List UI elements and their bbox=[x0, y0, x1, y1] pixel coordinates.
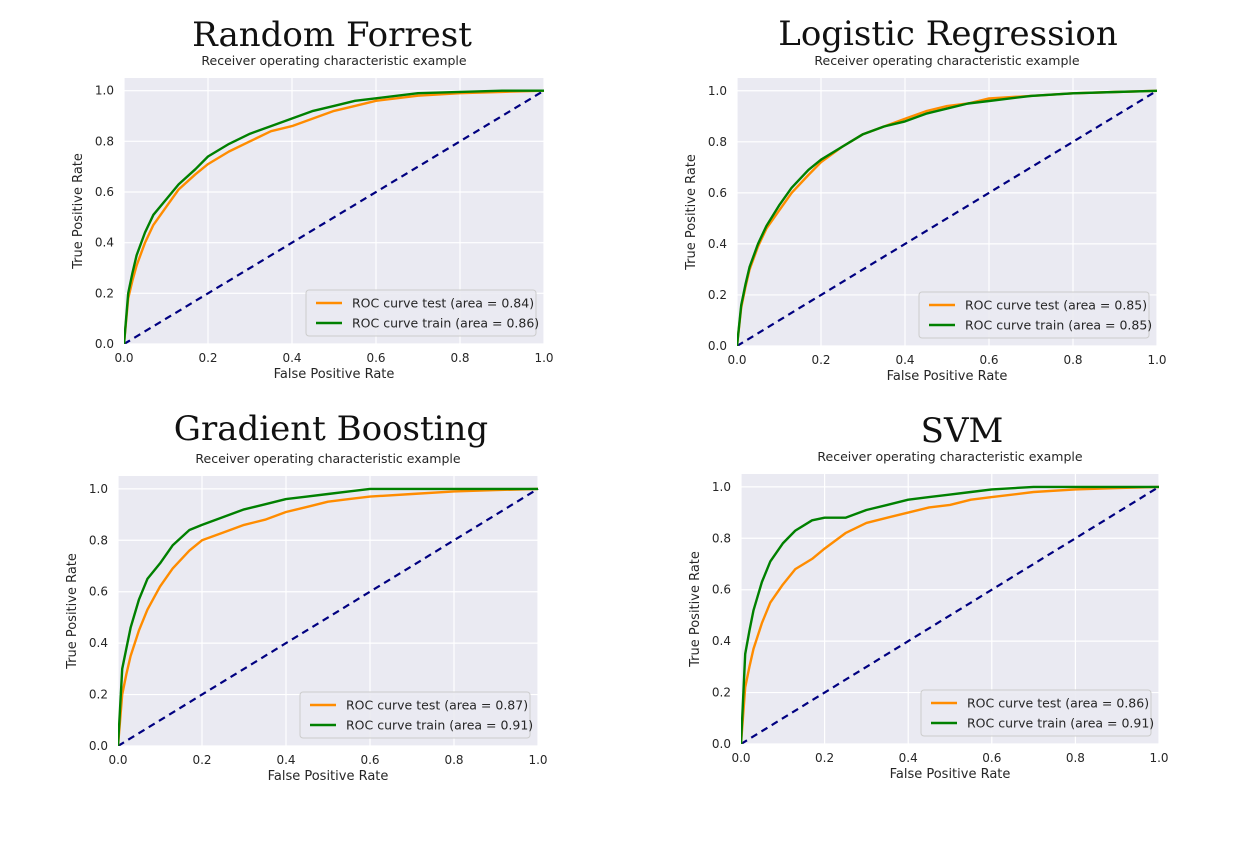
roc-curve-test bbox=[118, 487, 539, 746]
x-axis-label: False Positive Rate bbox=[887, 369, 1008, 384]
legend-entry: ROC curve test (area = 0.87) bbox=[346, 698, 528, 713]
y-tick-label: 0.8 bbox=[708, 135, 727, 149]
x-tick-label: 0.8 bbox=[450, 351, 469, 365]
chance-diagonal-line bbox=[124, 89, 545, 344]
legend-box bbox=[918, 291, 1150, 339]
roc-curve-train bbox=[124, 89, 544, 344]
y-axis-label: True Positive Rate bbox=[684, 154, 699, 271]
roc-curve-test bbox=[741, 485, 1160, 744]
legend-box bbox=[299, 691, 531, 739]
legend-entry: ROC curve test (area = 0.85) bbox=[965, 298, 1147, 313]
y-axis-label: True Positive Rate bbox=[65, 553, 80, 670]
panel-heading: SVM bbox=[920, 411, 1004, 451]
y-tick-label: 0.0 bbox=[712, 737, 731, 751]
x-axis-label: False Positive Rate bbox=[890, 767, 1011, 782]
y-tick-label: 0.2 bbox=[95, 286, 114, 300]
x-tick-label: 1.0 bbox=[1149, 751, 1168, 765]
x-tick-label: 0.2 bbox=[192, 753, 211, 767]
y-tick-label: 0.8 bbox=[89, 533, 108, 547]
legend-box bbox=[920, 689, 1152, 737]
roc-curve-train bbox=[737, 89, 1158, 346]
legend-entry: ROC curve train (area = 0.85) bbox=[965, 318, 1152, 333]
x-tick-label: 0.0 bbox=[731, 751, 750, 765]
x-tick-label: 0.8 bbox=[1066, 751, 1085, 765]
roc-curve-train bbox=[118, 487, 538, 746]
x-tick-label: 1.0 bbox=[1147, 353, 1166, 367]
roc-curve-train bbox=[741, 485, 1159, 744]
x-axis-label: False Positive Rate bbox=[274, 367, 395, 382]
legend-entry: ROC curve train (area = 0.91) bbox=[967, 716, 1154, 731]
y-tick-label: 0.0 bbox=[708, 339, 727, 353]
x-tick-label: 0.4 bbox=[276, 753, 295, 767]
y-tick-label: 0.4 bbox=[95, 236, 114, 250]
chart-title: Receiver operating characteristic exampl… bbox=[195, 451, 461, 466]
y-tick-label: 0.4 bbox=[708, 237, 727, 251]
x-tick-label: 0.0 bbox=[108, 753, 127, 767]
chart-title: Receiver operating characteristic exampl… bbox=[814, 53, 1080, 68]
x-tick-label: 1.0 bbox=[528, 753, 547, 767]
y-tick-label: 0.6 bbox=[89, 585, 108, 599]
y-tick-label: 0.0 bbox=[95, 337, 114, 351]
y-tick-label: 1.0 bbox=[95, 84, 114, 98]
x-tick-label: 0.0 bbox=[727, 353, 746, 367]
legend-entry: ROC curve test (area = 0.84) bbox=[352, 296, 534, 311]
y-tick-label: 0.2 bbox=[89, 688, 108, 702]
x-tick-label: 0.6 bbox=[360, 753, 379, 767]
x-tick-label: 1.0 bbox=[534, 351, 553, 365]
chance-diagonal-line bbox=[741, 485, 1160, 744]
y-tick-label: 0.6 bbox=[708, 186, 727, 200]
y-tick-label: 0.2 bbox=[708, 288, 727, 302]
panel-heading: Random Forrest bbox=[192, 15, 472, 55]
y-tick-label: 0.8 bbox=[95, 134, 114, 148]
y-tick-label: 0.4 bbox=[712, 634, 731, 648]
x-tick-label: 0.6 bbox=[366, 351, 385, 365]
chart-title: Receiver operating characteristic exampl… bbox=[817, 449, 1083, 464]
x-tick-label: 0.4 bbox=[899, 751, 918, 765]
x-tick-label: 0.6 bbox=[979, 353, 998, 367]
x-tick-label: 0.0 bbox=[114, 351, 133, 365]
y-tick-label: 0.8 bbox=[712, 531, 731, 545]
x-tick-label: 0.8 bbox=[1063, 353, 1082, 367]
y-tick-label: 1.0 bbox=[712, 480, 731, 494]
y-tick-label: 0.0 bbox=[89, 739, 108, 753]
x-tick-label: 0.2 bbox=[198, 351, 217, 365]
panel-heading: Logistic Regression bbox=[778, 14, 1118, 54]
x-tick-label: 0.4 bbox=[282, 351, 301, 365]
chance-diagonal-line bbox=[118, 487, 539, 746]
x-tick-label: 0.6 bbox=[982, 751, 1001, 765]
roc-curve-test bbox=[124, 89, 545, 344]
y-tick-label: 0.2 bbox=[712, 686, 731, 700]
y-axis-label: True Positive Rate bbox=[688, 551, 703, 668]
y-axis-label: True Positive Rate bbox=[71, 153, 86, 270]
legend-entry: ROC curve train (area = 0.91) bbox=[346, 718, 533, 733]
legend-entry: ROC curve test (area = 0.86) bbox=[967, 696, 1149, 711]
y-tick-label: 0.4 bbox=[89, 636, 108, 650]
panel-heading: Gradient Boosting bbox=[173, 409, 489, 449]
y-tick-label: 1.0 bbox=[708, 84, 727, 98]
legend-box bbox=[305, 289, 537, 337]
x-tick-label: 0.4 bbox=[895, 353, 914, 367]
x-tick-label: 0.2 bbox=[811, 353, 830, 367]
y-tick-label: 1.0 bbox=[89, 482, 108, 496]
legend-entry: ROC curve train (area = 0.86) bbox=[352, 316, 539, 331]
x-tick-label: 0.8 bbox=[444, 753, 463, 767]
x-tick-label: 0.2 bbox=[815, 751, 834, 765]
y-tick-label: 0.6 bbox=[95, 185, 114, 199]
x-axis-label: False Positive Rate bbox=[268, 769, 389, 784]
y-tick-label: 0.6 bbox=[712, 583, 731, 597]
chance-diagonal-line bbox=[737, 89, 1158, 346]
chart-title: Receiver operating characteristic exampl… bbox=[201, 53, 467, 68]
